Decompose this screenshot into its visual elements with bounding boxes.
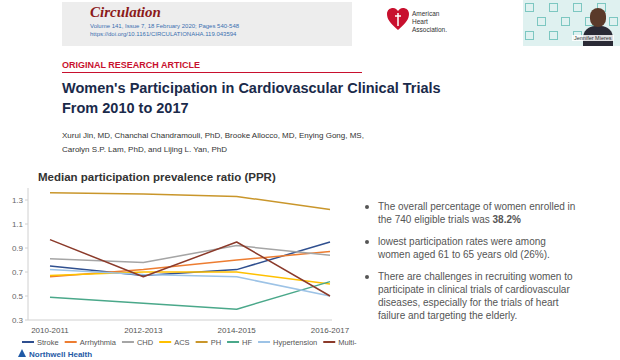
- video-pattern: [549, 3, 558, 12]
- y-tick-label: 0.7: [12, 268, 24, 277]
- series-line: [50, 282, 330, 310]
- aha-torch: [395, 13, 401, 26]
- y-tick: [25, 296, 28, 297]
- y-tick-label: 0.9: [12, 244, 24, 253]
- y-tick-label: 1.3: [12, 196, 24, 205]
- video-pattern: [561, 17, 570, 26]
- y-tick: [25, 248, 28, 249]
- series-line: [50, 270, 330, 296]
- bullet-bold: 38.2%: [493, 214, 521, 225]
- authors: Carolyn S.P. Lam, PhD, and Lijing L. Yan…: [62, 145, 227, 154]
- y-tick: [25, 224, 28, 225]
- legend-label: ACS: [174, 338, 189, 347]
- y-tick-label: 0.5: [12, 292, 24, 301]
- series-group: [50, 193, 330, 309]
- x-axis-line: [28, 320, 332, 321]
- article-title: Women's Participation in Cardiovascular …: [62, 78, 457, 118]
- bullet-dot: [365, 240, 369, 244]
- journal-doi: https://doi.org/10.1161/CIRCULATIONAHA.1…: [90, 31, 236, 37]
- section-label: ORIGINAL RESEARCH ARTICLE: [62, 60, 200, 70]
- legend-swatch: [65, 341, 77, 343]
- bullet-dot: [365, 205, 369, 209]
- legend-swatch: [323, 341, 335, 343]
- aha-name: American Heart Association.: [412, 10, 456, 34]
- legend-label: HF: [242, 338, 252, 347]
- legend-label: Multi-: [338, 338, 357, 347]
- bullet-text: lowest participation rates were among wo…: [378, 236, 550, 260]
- legend-swatch: [159, 341, 171, 343]
- legend-swatch: [227, 341, 239, 343]
- speaker-name: Jennifer Mieres: [572, 35, 614, 41]
- logo-text: Northwell Health: [29, 350, 92, 359]
- legend-label: Stroke: [37, 338, 59, 347]
- video-pattern: [609, 17, 618, 26]
- y-axis-line: [28, 188, 29, 320]
- authors: Xurui Jin, MD, Chanchal Chandramouli, Ph…: [62, 131, 364, 140]
- y-tick-label: 0.3: [12, 316, 24, 325]
- y-tick-label: 1.1: [12, 220, 24, 229]
- x-tick-label: 2014-2015: [218, 326, 257, 335]
- bullet-list: The overall percentage of women enrolled…: [362, 200, 577, 331]
- legend-swatch: [122, 341, 134, 343]
- y-tick: [25, 200, 28, 201]
- bullet-text: The overall percentage of women enrolled…: [378, 201, 575, 225]
- video-pattern: [525, 31, 534, 40]
- series-line: [50, 193, 330, 210]
- bullet-item: lowest participation rates were among wo…: [362, 235, 576, 261]
- series-line: [50, 272, 330, 284]
- journal-issue: Volume 141, Issue 7, 18 February 2020; P…: [90, 23, 239, 29]
- bullet-dot: [365, 275, 369, 279]
- section-rule: [62, 72, 362, 73]
- legend-swatch: [22, 341, 34, 343]
- legend-label: CHD: [137, 338, 154, 347]
- legend-label: Arrhythmia: [80, 338, 117, 347]
- video-pattern: [537, 17, 546, 26]
- video-pattern: [549, 31, 558, 40]
- aha-heart: [387, 8, 409, 30]
- legend-swatch: [196, 341, 208, 343]
- bullet-text: There are challenges in recruiting women…: [378, 271, 573, 321]
- x-tick-label: 2016-2017: [311, 326, 350, 335]
- legend-label: PH: [211, 338, 221, 347]
- series-line: [50, 240, 330, 296]
- bullet-item: The overall percentage of women enrolled…: [362, 200, 576, 226]
- y-tick: [25, 320, 28, 321]
- aha-logo: [386, 6, 410, 32]
- journal-name: Circulation: [90, 4, 161, 21]
- speaker-head: [590, 8, 606, 27]
- x-tick-label: 2012-2013: [124, 326, 163, 335]
- legend-label: Hypertension: [273, 338, 317, 347]
- y-tick: [25, 272, 28, 273]
- x-tick-label: 2010-2011: [31, 326, 69, 335]
- bullet-item: There are challenges in recruiting women…: [362, 270, 576, 322]
- logo-icon: [18, 349, 26, 357]
- video-pattern: [573, 3, 582, 12]
- chart-title: Median participation prevalence ratio (P…: [38, 171, 276, 183]
- chart: Median participation prevalence ratio (P…: [0, 0, 620, 360]
- legend-swatch: [258, 341, 270, 343]
- video-pattern: [525, 3, 534, 12]
- series-line: [50, 252, 330, 277]
